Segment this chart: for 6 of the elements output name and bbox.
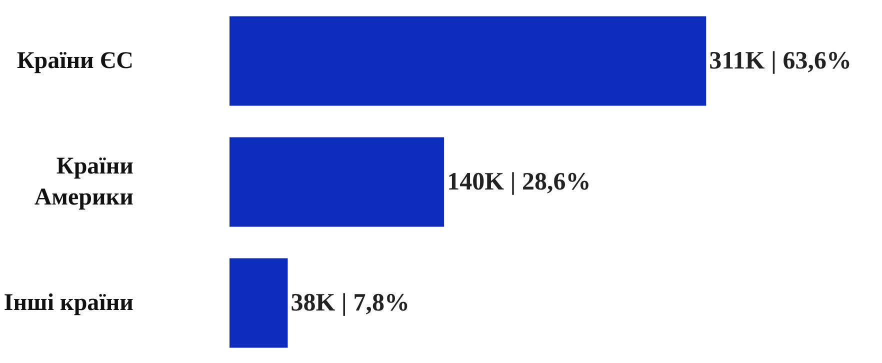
y-tick-label: Країни Америки xyxy=(34,153,134,211)
y-tick-label: Країни ЄС xyxy=(16,48,134,74)
data-label: 38K | 7,8% xyxy=(290,290,410,316)
data-label: 311K | 63,6% xyxy=(709,48,852,74)
y-tick-label: Інші країни xyxy=(4,290,134,316)
data-label: 140K | 28,6% xyxy=(447,168,591,196)
